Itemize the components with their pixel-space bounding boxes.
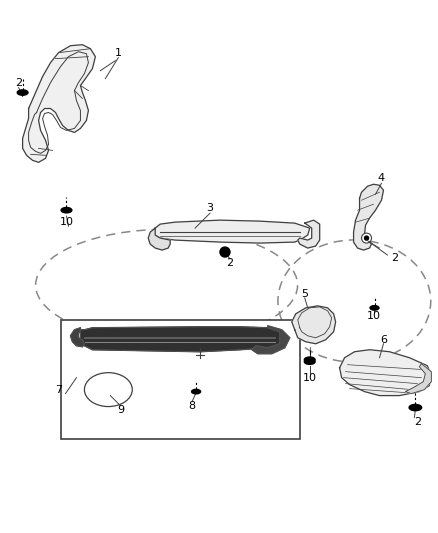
Text: 4: 4 [378,173,385,183]
Ellipse shape [304,359,315,365]
Text: 2: 2 [226,258,233,268]
Circle shape [220,247,230,257]
Text: 9: 9 [117,405,124,415]
Polygon shape [406,364,431,393]
Text: 5: 5 [301,289,308,299]
Polygon shape [81,327,282,352]
Text: 10: 10 [303,373,317,383]
Polygon shape [252,326,290,354]
Ellipse shape [191,390,201,394]
Ellipse shape [17,90,28,95]
Text: 8: 8 [188,401,196,410]
Ellipse shape [61,207,72,213]
Text: 10: 10 [367,311,381,321]
Polygon shape [148,228,170,250]
Text: 2: 2 [15,78,22,87]
Ellipse shape [304,357,315,362]
Polygon shape [298,220,320,248]
Ellipse shape [370,305,379,310]
Polygon shape [292,306,336,344]
Ellipse shape [409,405,422,411]
Polygon shape [155,220,310,243]
Polygon shape [71,328,85,347]
Text: 2: 2 [391,253,398,263]
Polygon shape [339,350,431,395]
Text: 10: 10 [60,217,74,227]
Polygon shape [23,45,95,163]
Text: 7: 7 [55,385,62,394]
Text: 2: 2 [414,416,421,426]
Ellipse shape [85,373,132,407]
Polygon shape [353,184,384,250]
Circle shape [364,236,368,240]
Text: 3: 3 [207,203,214,213]
Text: 1: 1 [115,47,122,58]
Bar [60,320,300,439]
Text: 6: 6 [380,335,387,345]
Circle shape [361,233,371,243]
